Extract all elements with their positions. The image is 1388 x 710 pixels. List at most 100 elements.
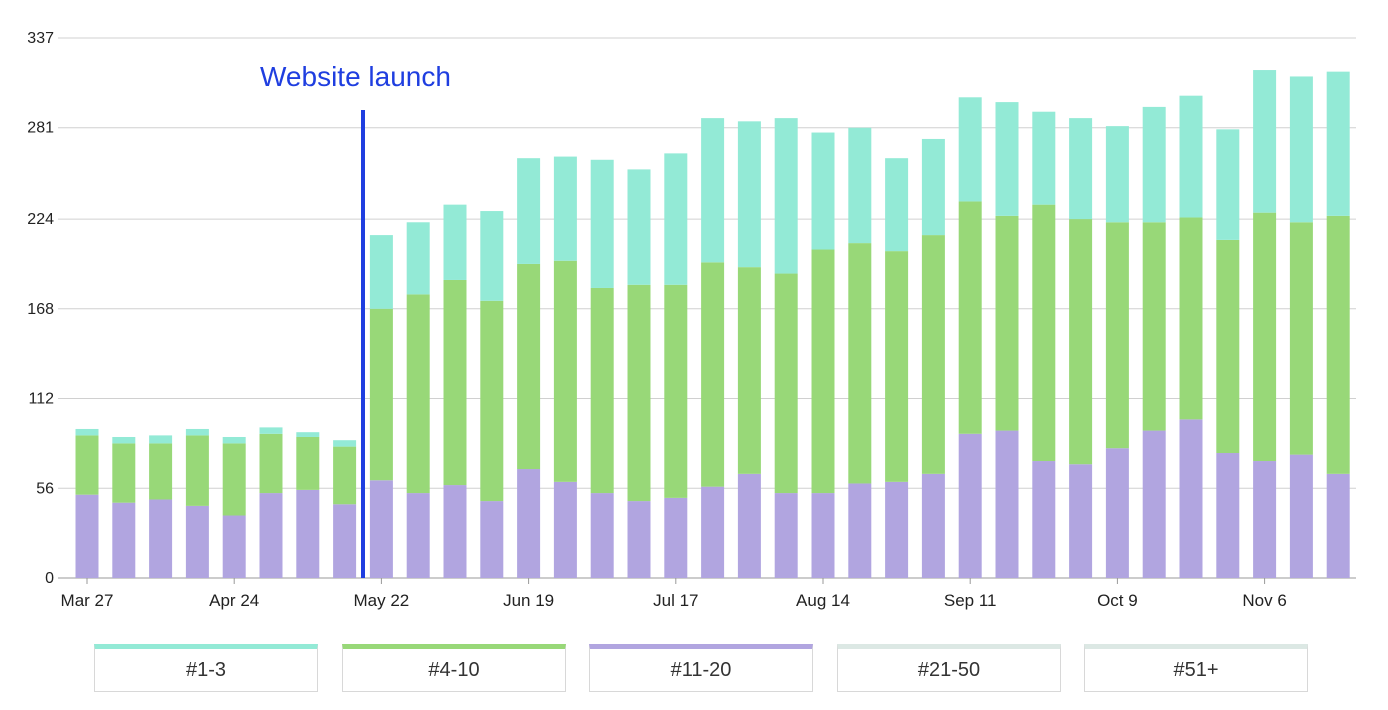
y-tick-label: 0 bbox=[45, 570, 54, 587]
bar-segment bbox=[517, 158, 541, 264]
bar-segment bbox=[995, 430, 1019, 578]
bar-segment bbox=[1105, 448, 1129, 578]
bar-segment bbox=[664, 153, 688, 285]
bar-segment bbox=[590, 287, 614, 494]
bar-segment bbox=[1253, 461, 1277, 578]
legend-label-21-50: #21-50 bbox=[917, 658, 981, 681]
bar-segment bbox=[737, 121, 761, 268]
bar-segment bbox=[1032, 111, 1056, 205]
bar-segment bbox=[848, 127, 872, 244]
bar-segment bbox=[222, 443, 246, 516]
bar-segment bbox=[811, 493, 835, 578]
legend-label-1-3: #1-3 bbox=[185, 658, 227, 681]
bar-segment bbox=[885, 158, 909, 252]
bar-segment bbox=[406, 222, 430, 295]
bar-segment bbox=[369, 235, 393, 309]
legend: #1-3 #4-10 #11-20 #21-50 #51+ bbox=[0, 644, 1388, 694]
bar-segment bbox=[1326, 473, 1350, 578]
bar-segment bbox=[1326, 71, 1350, 216]
bar-segment bbox=[480, 300, 504, 502]
legend-item-11-20[interactable]: #11-20 bbox=[589, 644, 813, 692]
bar-segment bbox=[848, 483, 872, 578]
stacked-bar-chart: 0 56 112 168 224 281 337 Mar 27 Apr 24 May 22 Jun … bbox=[27, 30, 1356, 610]
chart-area: 0 56 112 168 224 281 337 Mar 27 Apr 24 May 22 Jun … bbox=[27, 30, 1356, 610]
bar-segment bbox=[1216, 129, 1240, 240]
bar-segment bbox=[995, 102, 1019, 216]
bar-segment bbox=[590, 493, 614, 578]
bar-segment bbox=[1253, 70, 1277, 213]
bar-segment bbox=[1142, 106, 1166, 223]
bar-segment bbox=[1179, 419, 1203, 578]
bar-segment bbox=[1142, 430, 1166, 578]
bar-segment bbox=[406, 294, 430, 494]
bar-segment bbox=[222, 436, 246, 444]
bar-segment bbox=[885, 481, 909, 578]
bar-segment bbox=[259, 493, 283, 578]
bar-segment bbox=[1069, 219, 1093, 465]
legend-label-4-10: #4-10 bbox=[428, 658, 480, 681]
x-tick-label: Mar 27 bbox=[61, 591, 114, 610]
bar-segment bbox=[1032, 204, 1056, 462]
bar-segment bbox=[1289, 222, 1313, 455]
bar-segment bbox=[774, 273, 798, 494]
bar-segment bbox=[958, 201, 982, 434]
bar-segment bbox=[296, 489, 320, 578]
bar-segment bbox=[1069, 464, 1093, 578]
bar-segment bbox=[480, 211, 504, 301]
bar-segment bbox=[553, 481, 577, 578]
legend-item-51-plus[interactable]: #51+ bbox=[1084, 644, 1308, 692]
bar-segment bbox=[185, 435, 209, 506]
y-tick-label: 56 bbox=[36, 480, 54, 497]
bar-segment bbox=[259, 427, 283, 434]
bar-segment bbox=[627, 284, 651, 502]
x-tick-label: Nov 6 bbox=[1242, 591, 1286, 610]
bar-segment bbox=[259, 433, 283, 494]
bar-segment bbox=[517, 263, 541, 470]
y-tick-label: 112 bbox=[28, 391, 54, 408]
y-tick-label: 337 bbox=[27, 30, 54, 47]
x-tick-label: Aug 14 bbox=[796, 591, 850, 610]
bar-segment bbox=[149, 443, 173, 500]
bar-segment bbox=[296, 436, 320, 490]
bar-segment bbox=[443, 279, 467, 486]
bar-segment bbox=[664, 497, 688, 578]
x-tick-label: Apr 24 bbox=[209, 591, 259, 610]
bar-segment bbox=[701, 486, 725, 578]
bar-segment bbox=[1069, 118, 1093, 220]
bar-segment bbox=[333, 440, 357, 447]
bar-segment bbox=[921, 235, 945, 474]
bar-segment bbox=[1032, 461, 1056, 578]
bar-segment bbox=[737, 473, 761, 578]
bar-segment bbox=[811, 249, 835, 494]
bar-segment bbox=[1289, 76, 1313, 223]
bar-segment bbox=[1105, 126, 1129, 223]
annotation-label: Website launch bbox=[260, 61, 451, 92]
bar-segment bbox=[222, 515, 246, 578]
bar-segment bbox=[774, 493, 798, 578]
y-tick-label: 168 bbox=[27, 301, 54, 318]
bar-segment bbox=[701, 118, 725, 263]
legend-item-1-3[interactable]: #1-3 bbox=[94, 644, 318, 692]
bar-segment bbox=[553, 156, 577, 261]
bar-segment bbox=[443, 485, 467, 578]
bar-segment bbox=[1105, 222, 1129, 449]
bar-segment bbox=[737, 267, 761, 474]
bar-segment bbox=[185, 428, 209, 436]
bar-segment bbox=[553, 260, 577, 482]
bar-segment bbox=[1216, 453, 1240, 578]
bar-segment bbox=[921, 473, 945, 578]
bar-segment bbox=[627, 501, 651, 578]
bar-segment bbox=[296, 432, 320, 437]
bar-segment bbox=[75, 428, 99, 436]
bar-segment bbox=[517, 469, 541, 578]
bar-segment bbox=[995, 215, 1019, 431]
bar-segment bbox=[590, 159, 614, 288]
legend-item-21-50[interactable]: #21-50 bbox=[837, 644, 1061, 692]
legend-item-4-10[interactable]: #4-10 bbox=[342, 644, 566, 692]
bar-segment bbox=[1142, 222, 1166, 431]
bar-segment bbox=[75, 494, 99, 578]
bar-segment bbox=[112, 443, 136, 503]
bar-segment bbox=[112, 502, 136, 578]
bar-segment bbox=[958, 433, 982, 578]
bar-segment bbox=[1179, 217, 1203, 420]
